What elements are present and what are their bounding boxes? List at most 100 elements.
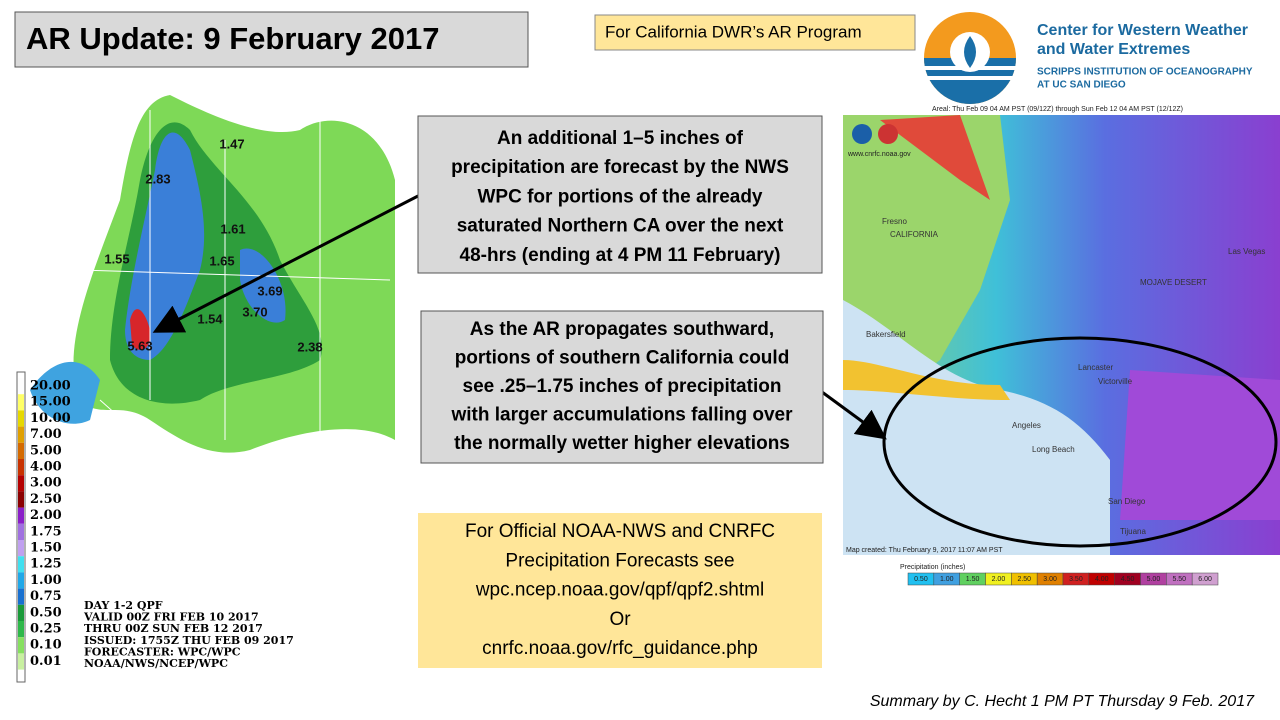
- info-line: ISSUED: 1755Z THU FEB 09 2017: [84, 634, 294, 647]
- legend-label: 0.75: [30, 589, 62, 604]
- text-line: For Official NOAA-NWS and CNRFC: [465, 521, 775, 542]
- title-box: [14, 11, 529, 68]
- legend-swatch: [18, 572, 24, 589]
- legend-label: 2.00: [992, 576, 1006, 583]
- text-line: precipitation are forecast by the NWS: [451, 157, 789, 178]
- legend-label: 2.50: [30, 492, 62, 507]
- official-box: [418, 513, 822, 668]
- legend-label: 20.00: [30, 379, 71, 394]
- legend-label: 4.00: [1095, 576, 1109, 583]
- callout-box: [420, 310, 824, 464]
- legend-label: 1.50: [966, 576, 980, 583]
- place-label: San Diego: [1108, 497, 1146, 506]
- legend-swatch: [18, 540, 24, 557]
- legend-label: 0.50: [914, 576, 928, 583]
- legend-swatch: [18, 459, 24, 476]
- point-label: 5.63: [127, 338, 152, 353]
- point-label: 3.70: [242, 304, 267, 319]
- text-line: Precipitation Forecasts see: [505, 550, 734, 571]
- legend-swatch: [18, 491, 24, 508]
- legend-label: 2.50: [1017, 576, 1031, 583]
- place-label: Tijuana: [1120, 527, 1146, 536]
- point-label: 1.61: [220, 221, 245, 236]
- callout-box: [417, 115, 823, 274]
- text-line: Or: [609, 609, 631, 630]
- legend-label: 1.00: [30, 573, 62, 588]
- footer: Summary by C. Hecht 1 PM PT Thursday 9 F…: [870, 693, 1255, 710]
- text-line: 48-hrs (ending at 4 PM 11 February): [460, 245, 781, 266]
- legend-label: 15.00: [30, 395, 71, 410]
- place-label: Las Vegas: [1228, 247, 1265, 256]
- text-line: An additional 1–5 inches of: [497, 128, 744, 149]
- legend-label: 5.00: [30, 443, 62, 458]
- legend-swatch: [18, 394, 24, 411]
- text-line: WPC for portions of the already: [477, 186, 762, 207]
- info-line: DAY 1-2 QPF: [84, 599, 163, 612]
- wpc-qpf-map: 20.0015.0010.007.005.004.003.002.502.001…: [16, 95, 395, 683]
- place-label: Lancaster: [1078, 363, 1113, 372]
- text-line: saturated Northern CA over the next: [457, 216, 784, 237]
- text-line: portions of southern California could: [455, 348, 790, 369]
- legend-swatch: [18, 653, 24, 670]
- legend-swatch: [18, 556, 24, 573]
- highlight-ellipse: [882, 336, 1278, 548]
- legend-swatch: [1191, 572, 1219, 586]
- info-line: NOAA/NWS/NCEP/WPC: [84, 657, 228, 670]
- legend-label: 0.25: [30, 622, 62, 637]
- map-header: Areal: Thu Feb 09 04 AM PST (09/12Z) thr…: [932, 106, 1183, 113]
- legend-label: 1.00: [940, 576, 954, 583]
- legend-swatch: [18, 588, 24, 605]
- point-label: 1.47: [219, 136, 244, 151]
- legend-title: Precipitation (inches): [900, 564, 965, 571]
- legend-label: 2.00: [30, 508, 62, 523]
- legend-label: 0.01: [30, 654, 62, 669]
- legend-swatch: [18, 604, 24, 621]
- info-line: VALID 00Z FRI FEB 10 2017: [83, 611, 259, 624]
- legend-label: 3.00: [1043, 576, 1057, 583]
- legend-swatch: [18, 410, 24, 427]
- arrow: [821, 390, 887, 440]
- point-label: 2.83: [145, 171, 170, 186]
- legend-label: 1.25: [30, 557, 62, 572]
- legend-frame: [16, 371, 26, 683]
- legend-swatch: [18, 475, 24, 492]
- program-box: [594, 14, 916, 51]
- legend-label: 1.50: [30, 541, 62, 556]
- logo-institution: SCRIPPS INSTITUTION OF OCEANOGRAPHY: [1037, 67, 1253, 78]
- info-line: FORECASTER: WPC/WPC: [84, 645, 241, 658]
- legend-label: 5.00: [1147, 576, 1161, 583]
- text-line: with larger accumulations falling over: [450, 405, 793, 426]
- text-line: wpc.ncep.noaa.gov/qpf/qpf2.shtml: [475, 580, 764, 601]
- text-line: see .25–1.75 inches of precipitation: [463, 376, 782, 397]
- legend-label: 7.00: [30, 427, 62, 442]
- legend-swatch: [18, 378, 24, 395]
- logo: Center for Western Weather and Water Ext…: [924, 12, 1253, 104]
- legend-swatch: [18, 507, 24, 524]
- legend-label: 4.50: [1121, 576, 1135, 583]
- legend-label: 5.50: [1172, 576, 1186, 583]
- map-created: Map created: Thu February 9, 2017 11:07 …: [846, 547, 1003, 554]
- place-label: CALIFORNIA: [890, 230, 939, 239]
- legend-swatch: [18, 426, 24, 443]
- place-label: Fresno: [882, 217, 907, 226]
- arrow: [152, 194, 419, 333]
- map-credit: www.cnrfc.noaa.gov: [847, 151, 911, 158]
- place-label: MOJAVE DESERT: [1140, 278, 1207, 287]
- legend-swatch: [18, 621, 24, 638]
- text-line: the normally wetter higher elevations: [454, 433, 790, 454]
- legend-label: 3.00: [30, 476, 62, 491]
- text-line: cnrfc.noaa.gov/rfc_guidance.php: [482, 638, 758, 659]
- logo-name: and Water Extremes: [1037, 41, 1190, 58]
- legend-swatch: [18, 523, 24, 540]
- logo-institution: AT UC SAN DIEGO: [1037, 80, 1126, 91]
- logo-name: Center for Western Weather: [1037, 22, 1248, 39]
- text-line: As the AR propagates southward,: [470, 319, 774, 340]
- program-note: For California DWR’s AR Program: [605, 22, 862, 41]
- legend-swatch: [18, 442, 24, 459]
- point-label: 3.69: [257, 283, 282, 298]
- point-label: 1.55: [104, 251, 129, 266]
- legend-label: 6.00: [1198, 576, 1212, 583]
- legend-label: 10.00: [30, 411, 71, 426]
